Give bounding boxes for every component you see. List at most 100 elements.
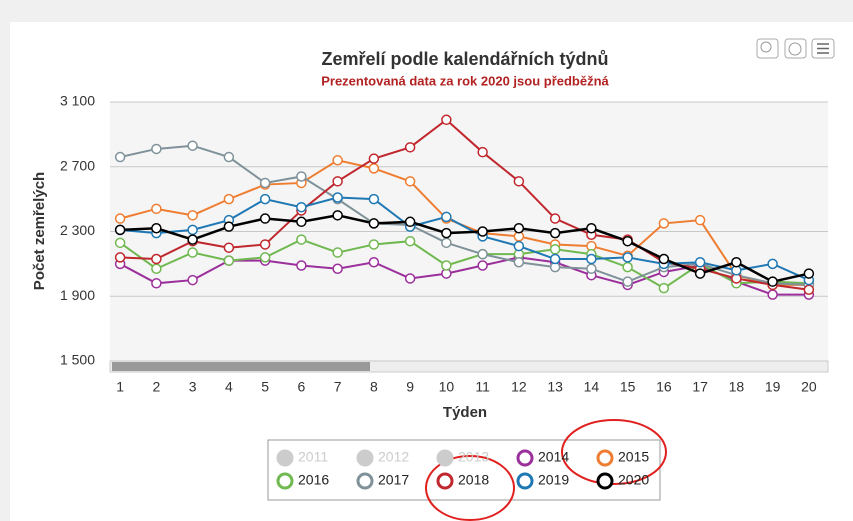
- point: [622, 261, 633, 273]
- y-tick-label: 2 300: [60, 222, 95, 238]
- series-line: [119, 144, 809, 286]
- point: [441, 114, 452, 126]
- point: [187, 234, 198, 245]
- point: [549, 227, 561, 239]
- chart-subtitle: Prezentovaná data za rok 2020 jsou předb…: [321, 73, 609, 88]
- legend-label[interactable]: 2011: [298, 449, 328, 465]
- point: [296, 216, 307, 228]
- point: [296, 234, 307, 245]
- chart-title: Zemřelí podle kalendářních týdnů: [321, 49, 608, 69]
- point: [259, 193, 271, 205]
- x-tick-label: 19: [765, 379, 781, 395]
- point: [223, 255, 235, 266]
- point: [296, 171, 307, 182]
- legend-marker: [276, 472, 294, 490]
- point: [767, 276, 778, 287]
- x-tick-label: 20: [801, 379, 817, 395]
- point: [332, 176, 343, 187]
- legend-label[interactable]: 2012: [378, 449, 409, 465]
- point: [368, 193, 380, 205]
- point: [549, 244, 561, 255]
- series-line: [120, 118, 810, 291]
- legend-label[interactable]: 2020: [618, 472, 649, 488]
- point: [114, 252, 126, 263]
- menu-icon: [817, 43, 829, 54]
- legend-label[interactable]: 2018: [458, 472, 489, 488]
- point: [549, 213, 561, 224]
- x-tick-label: 16: [656, 379, 672, 395]
- x-tick-label: 14: [584, 379, 600, 395]
- reset-icon: [788, 42, 802, 56]
- point: [404, 142, 416, 153]
- point: [187, 224, 198, 236]
- point: [731, 257, 742, 268]
- point: [332, 210, 343, 221]
- y-axis-label: Počet zemřelých: [31, 172, 48, 290]
- legend-box: [267, 439, 661, 501]
- point: [586, 253, 597, 265]
- point: [332, 155, 343, 166]
- point: [151, 223, 162, 234]
- point: [332, 263, 343, 274]
- y-tick-label: 1 900: [60, 287, 95, 303]
- legend-marker: [356, 472, 374, 490]
- x-tick-label: 6: [297, 379, 305, 395]
- x-tick-label: 11: [475, 379, 490, 395]
- legend-marker: [276, 449, 294, 467]
- point: [151, 263, 162, 274]
- x-tick-label: 17: [692, 379, 708, 395]
- scrollbar-thumb[interactable]: [112, 362, 370, 371]
- legend-marker: [516, 449, 534, 467]
- point: [513, 176, 525, 187]
- y-tick-label: 2 700: [60, 157, 95, 173]
- point: [259, 239, 271, 250]
- point: [259, 252, 271, 263]
- point: [151, 143, 162, 155]
- point: [477, 260, 488, 271]
- x-tick-label: 4: [225, 379, 233, 395]
- legend-label[interactable]: 2019: [538, 472, 569, 488]
- point: [441, 227, 452, 239]
- x-tick-label: 5: [261, 379, 269, 395]
- legend-label[interactable]: 2013: [458, 449, 489, 465]
- x-tick-label: 10: [439, 379, 455, 395]
- legend-label[interactable]: 2015: [618, 449, 649, 465]
- point: [404, 235, 416, 247]
- legend-marker: [596, 449, 614, 467]
- point: [114, 213, 126, 224]
- point: [223, 221, 235, 232]
- legend-marker: [436, 449, 454, 467]
- x-tick-label: 3: [189, 379, 197, 395]
- point: [151, 253, 162, 265]
- hand-annotation: [425, 455, 515, 521]
- point: [694, 214, 706, 226]
- legend-label[interactable]: 2014: [538, 449, 569, 465]
- point: [259, 213, 271, 224]
- point: [114, 151, 126, 163]
- point: [404, 273, 416, 284]
- point: [223, 242, 235, 253]
- x-axis-label: Týden: [443, 404, 487, 421]
- x-tick-label: 2: [152, 379, 160, 395]
- point: [404, 176, 416, 187]
- point: [296, 201, 307, 213]
- point: [368, 239, 380, 250]
- point: [114, 237, 126, 249]
- point: [223, 193, 235, 205]
- legend-marker: [596, 472, 614, 490]
- y-tick-label: 3 100: [60, 93, 95, 109]
- point: [694, 257, 706, 268]
- hand-annotation: [561, 419, 667, 485]
- point: [151, 203, 162, 215]
- point: [767, 258, 778, 270]
- legend-label[interactable]: 2017: [378, 472, 409, 488]
- point: [187, 274, 198, 286]
- point: [803, 268, 815, 279]
- legend-marker: [436, 472, 454, 490]
- legend-label[interactable]: 2016: [298, 472, 329, 488]
- point: [441, 237, 452, 249]
- point: [549, 253, 561, 265]
- point: [368, 218, 380, 229]
- point: [368, 257, 380, 268]
